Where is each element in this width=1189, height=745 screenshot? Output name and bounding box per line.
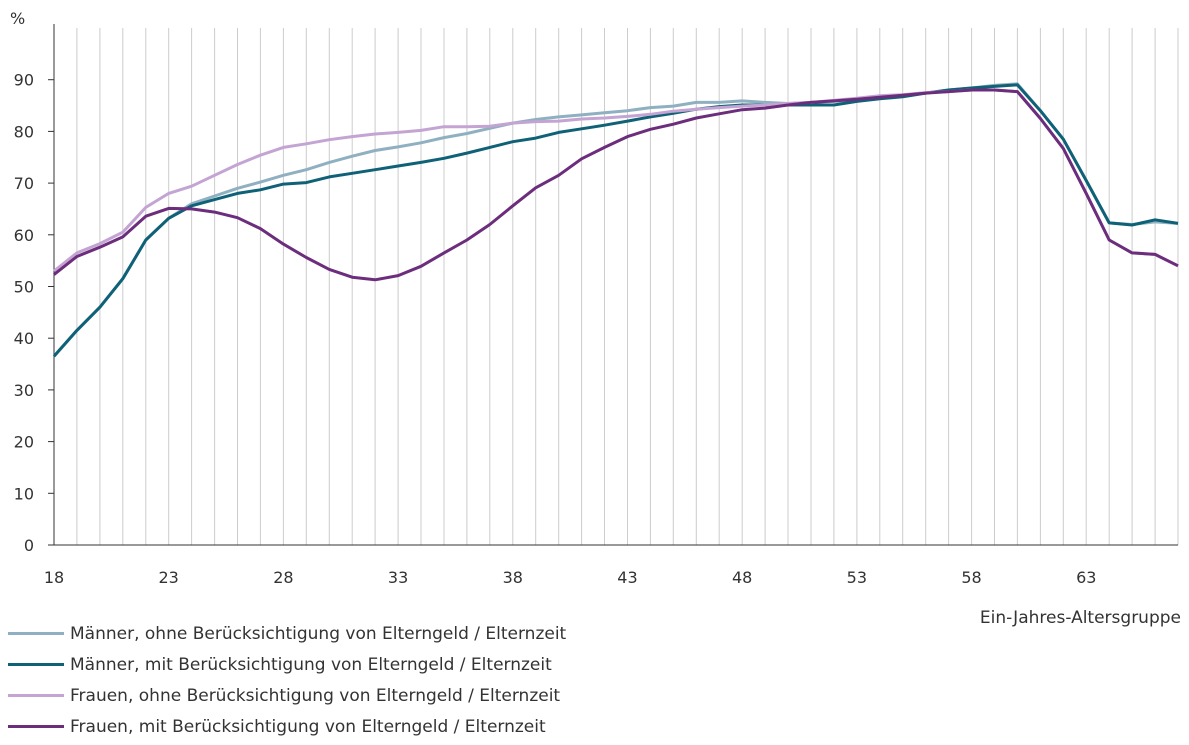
grid: [53, 28, 1179, 545]
x-tick-label: 28: [273, 568, 293, 587]
y-tick-label: 70: [14, 174, 34, 193]
legend-swatch: [8, 694, 64, 697]
x-tick-label: 48: [732, 568, 752, 587]
y-tick-label: 20: [14, 433, 34, 452]
series-line: [52, 83, 1179, 358]
legend-item: Frauen, ohne Berücksichtigung von Eltern…: [8, 680, 566, 711]
y-tick-label: 30: [14, 381, 34, 400]
legend-swatch: [8, 632, 64, 635]
series-lines: [52, 82, 1179, 358]
legend-item: Männer, ohne Berücksichtigung von Eltern…: [8, 618, 566, 649]
x-tick-labels: 18 23 28 33 38 43 48 53 58 63: [44, 568, 1097, 587]
x-tick-label: 43: [617, 568, 637, 587]
series-line: [53, 88, 1179, 282]
series-line: [52, 82, 1179, 358]
y-tick-label: 40: [14, 329, 34, 348]
y-tick-labels: 0 10 20 30 40 50 60 70 80 90: [14, 71, 34, 555]
y-axis-label: %: [10, 9, 25, 28]
x-tick-label: 33: [388, 568, 408, 587]
y-tick-label: 50: [14, 278, 34, 297]
legend-swatch: [8, 725, 64, 728]
legend-item: Frauen, mit Berücksichtigung von Elterng…: [8, 711, 566, 742]
x-tick-label: 23: [159, 568, 179, 587]
x-tick-label: 38: [503, 568, 523, 587]
x-tick-label: 63: [1076, 568, 1096, 587]
line-chart: 0 10 20 30 40 50 60 70 80 90 18 23 28 33 38 43 48 53 58 63…: [10, 9, 1179, 587]
legend-item: Männer, mit Berücksichtigung von Elterng…: [8, 649, 566, 680]
legend-label: Männer, mit Berücksichtigung von Elterng…: [70, 654, 552, 675]
x-tick-label: 18: [44, 568, 64, 587]
y-tick-label: 60: [14, 226, 34, 245]
legend-label: Männer, ohne Berücksichtigung von Eltern…: [70, 623, 567, 644]
legend: Männer, ohne Berücksichtigung von Eltern…: [8, 618, 566, 742]
y-tick-label: 90: [14, 71, 34, 90]
legend-swatch: [8, 663, 64, 666]
y-tick-label: 10: [14, 484, 34, 503]
y-tick-label: 0: [24, 536, 34, 555]
legend-label: Frauen, ohne Berücksichtigung von Eltern…: [70, 685, 561, 706]
series-line: [53, 88, 1179, 273]
y-tick-label: 80: [14, 122, 34, 141]
x-tick-label: 53: [847, 568, 867, 587]
axes: [48, 24, 1178, 546]
x-tick-label: 58: [961, 568, 981, 587]
x-axis-label: Ein-Jahres-Altersgruppe: [979, 608, 1181, 628]
legend-label: Frauen, mit Berücksichtigung von Elterng…: [70, 716, 546, 737]
